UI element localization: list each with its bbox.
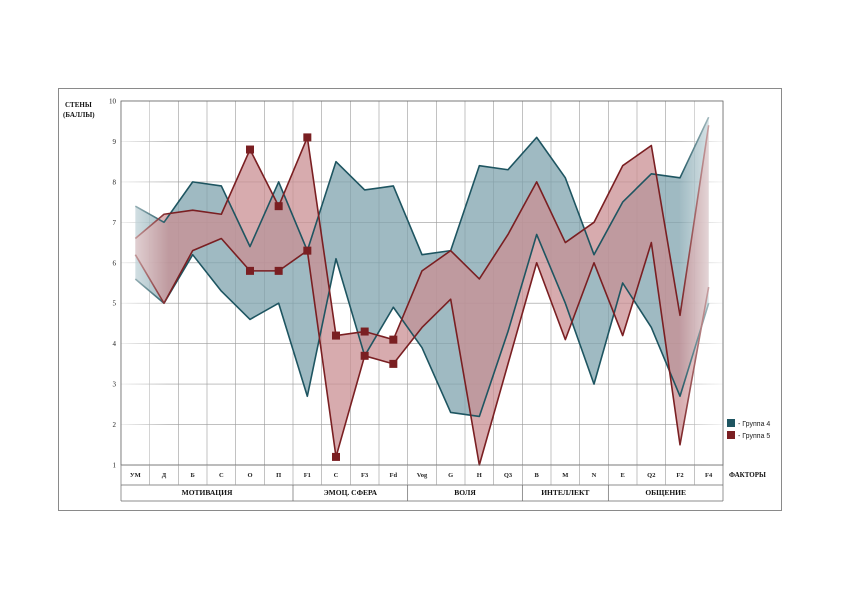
series-2-marker — [332, 452, 340, 461]
legend-swatch — [727, 431, 735, 439]
right-fade — [679, 101, 723, 465]
category-label: Е — [620, 472, 624, 479]
x-axis-label: ФАКТОРЫ — [729, 471, 766, 479]
series-2-marker — [274, 202, 283, 211]
category-label: В — [534, 472, 539, 479]
left-fade — [121, 101, 169, 465]
y-tick-label: 4 — [113, 340, 117, 348]
series-2-upper-line — [134, 125, 710, 341]
series-2-marker — [303, 246, 312, 255]
category-label: П — [276, 472, 281, 479]
y-tick-label: 5 — [113, 300, 117, 308]
category-label: УМ — [130, 472, 141, 479]
category-label: Fd — [390, 472, 398, 479]
category-label: Q3 — [504, 472, 513, 479]
legend: - Группа 4 - Группа 5 — [727, 419, 770, 440]
series-2-marker — [246, 145, 254, 154]
category-label: F2 — [676, 472, 683, 479]
x-categories: УМ Д Б С О П F1 С F3 Fd Vog G Н Q3 В М N Е Q2 F2 F4 — [120, 465, 713, 485]
plot-border — [120, 100, 724, 466]
series-2-marker — [274, 266, 283, 275]
legend-swatch — [727, 419, 735, 427]
group-label: ВОЛЯ — [454, 488, 476, 497]
series-2-marker — [389, 359, 398, 368]
category-label: С — [334, 472, 339, 479]
series-2-marker — [360, 351, 369, 360]
category-label: С — [219, 472, 224, 479]
category-label: F1 — [304, 472, 311, 479]
chart-frame: 1 2 3 4 5 6 7 8 9 10 УМ Д Б С О П F1 С F3 Fd Vog G Н Q3 В М N Е Q2 F… — [58, 88, 782, 511]
category-label: Vog — [417, 472, 428, 479]
axes — [120, 100, 724, 502]
y-axis-label-line2: (БАЛЛЫ) — [63, 111, 95, 119]
category-label: N — [592, 472, 597, 479]
area-chart: 1 2 3 4 5 6 7 8 9 10 УМ Д Б С О П F1 С F3 Fd Vog G Н Q3 В М N Е Q2 F… — [63, 98, 770, 502]
group-label: МОТИВАЦИЯ — [182, 488, 233, 497]
series-2-marker — [360, 327, 369, 336]
category-label: Н — [477, 472, 482, 479]
edge-fade — [121, 101, 723, 465]
group-label: ИНТЕЛЛЕКТ — [541, 488, 589, 497]
series-lines — [134, 116, 710, 466]
category-label: Д — [162, 472, 167, 479]
y-tick-label: 9 — [113, 138, 117, 146]
y-tick-label: 10 — [109, 98, 117, 106]
y-tick-label: 6 — [113, 259, 117, 267]
legend-entry: - Группа 5 — [738, 433, 770, 440]
group-label: ОБЩЕНИЕ — [645, 488, 686, 497]
series-2-marker — [389, 335, 398, 344]
category-label: М — [562, 472, 568, 479]
category-label: F3 — [361, 472, 369, 479]
series-2-marker — [246, 266, 254, 275]
category-label: F4 — [705, 472, 713, 479]
y-ticks: 1 2 3 4 5 6 7 8 9 10 — [109, 98, 117, 470]
y-tick-label: 3 — [113, 381, 117, 389]
series-areas — [135, 117, 709, 465]
series-1-upper-line — [134, 116, 710, 256]
category-label: G — [448, 472, 453, 479]
y-tick-label: 8 — [113, 178, 117, 186]
y-axis-label-line1: СТЕНЫ — [65, 101, 92, 109]
y-tick-label: 1 — [113, 462, 117, 470]
category-label: Q2 — [647, 472, 655, 479]
y-tick-label: 7 — [113, 219, 117, 227]
series-band-2 — [135, 125, 709, 465]
category-label: О — [247, 472, 252, 479]
group-label: ЭМОЦ. СФЕРА — [324, 488, 378, 497]
series-2-lower-line — [134, 237, 710, 466]
series-1-lower-line — [134, 233, 710, 418]
factor-groups: МОТИВАЦИЯ ЭМОЦ. СФЕРА ВОЛЯ ИНТЕЛЛЕКТ ОБЩЕНИЕ — [182, 485, 686, 501]
category-label: Б — [191, 472, 195, 479]
legend-entry: - Группа 4 — [738, 421, 770, 428]
series-2-marker — [303, 133, 312, 142]
y-tick-label: 2 — [113, 421, 117, 429]
series-2-marker — [332, 331, 340, 340]
series-band-1 — [135, 117, 709, 417]
